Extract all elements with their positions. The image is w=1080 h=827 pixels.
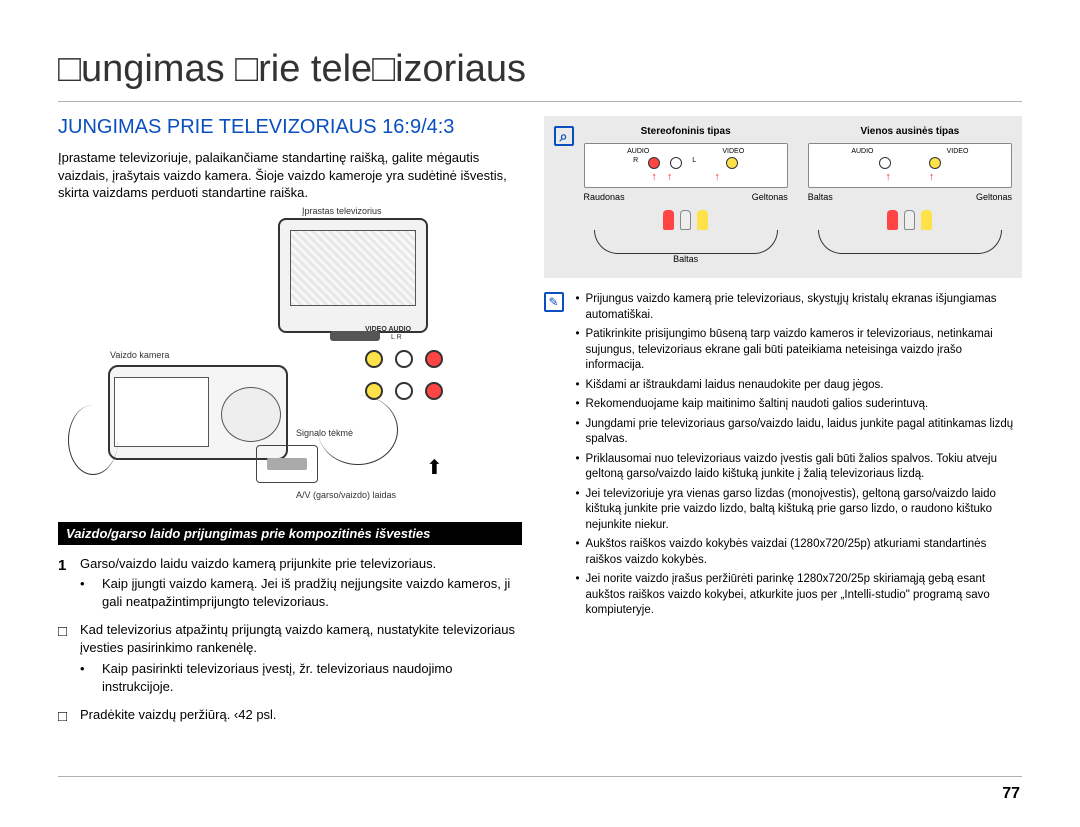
- stereo-plugs: [584, 210, 788, 230]
- step-2-text: Kad televizorius atpažintų prijungtą vai…: [80, 621, 522, 657]
- mono-audio-label: AUDIO: [851, 148, 873, 155]
- mono-jack-audio: [879, 157, 891, 169]
- note-item: Priklausomai nuo televizoriaus vaizdo įv…: [576, 452, 1022, 483]
- mono-ports: AUDIO VIDEO ↑↑: [808, 143, 1012, 188]
- note-item: Prijungus vaizdo kamerą prie televizoria…: [576, 292, 1022, 323]
- connection-type-panel: ⌕ Stereofoninis tipas AUDIO VIDEO R: [544, 116, 1022, 278]
- stereo-jack-r: [648, 157, 660, 169]
- left-column: JUNGIMAS PRIE TELEVIZORIAUS 16:9/4:3 Įpr…: [58, 116, 522, 737]
- stereo-title: Stereofoninis tipas: [584, 126, 788, 137]
- mono-jack-video: [929, 157, 941, 169]
- step-1-text: Garso/vaizdo laidu vaizdo kamerą prijunk…: [80, 555, 522, 573]
- plug-white: [395, 382, 413, 400]
- mono-video-label: VIDEO: [947, 148, 969, 155]
- magnifier-icon: ⌕: [554, 126, 574, 146]
- footer-rule: [58, 776, 1022, 777]
- camcorder-label: Vaizdo kamera: [110, 350, 169, 360]
- subsection-bar: Vaizdo/garso laido prijungimas prie komp…: [58, 522, 522, 545]
- plug-row: [363, 382, 445, 400]
- note-item: Rekomenduojame kaip maitinimo šaltinį na…: [576, 397, 1022, 413]
- jack-audio-red: [425, 350, 443, 368]
- tv-graphic: [278, 218, 428, 333]
- note-item: Jungdami prie televizoriaus garso/vaizdo…: [576, 417, 1022, 448]
- intro-text: Įprastame televizoriuje, palaikančiame s…: [58, 149, 522, 202]
- mono-type: Vienos ausinės tipas AUDIO VIDEO: [808, 126, 1012, 264]
- cable-label: A/V (garso/vaizdo) laidas: [296, 490, 396, 500]
- r-label: R: [633, 157, 638, 169]
- stereo-raudonas: Raudonas: [584, 192, 625, 202]
- plug-red: [425, 382, 443, 400]
- note-item: Jei norite vaizdo įrašus peržiūrėti pari…: [576, 572, 1022, 619]
- stereo-jack-video: [726, 157, 738, 169]
- av-cable-arc: [318, 395, 398, 465]
- stereo-ports: AUDIO VIDEO R L ↑↑↑: [584, 143, 788, 188]
- step-2-bullet: •: [80, 660, 102, 696]
- port-header: VIDEO AUDIO: [365, 326, 411, 333]
- jack-audio-white: [395, 350, 413, 368]
- jack-video-yellow: [365, 350, 383, 368]
- connection-diagram: Įprastas televizorius Vaizdo kamera VIDE…: [58, 210, 522, 510]
- note-list: Prijungus vaizdo kamerą prie televizoria…: [576, 292, 1022, 623]
- stereo-video-label: VIDEO: [722, 148, 744, 155]
- step-2-num: □: [58, 621, 80, 696]
- step-3-num: □: [58, 706, 80, 727]
- step-2b-text: Kaip pasirinkti televizoriaus įvestį, žr…: [102, 660, 522, 696]
- step-1b-text: Kaip įjungti vaizdo kamerą. Jei iš pradž…: [102, 575, 522, 611]
- step-1-num: 1: [58, 555, 80, 612]
- page-number: 77: [1002, 785, 1020, 803]
- step-1-bullet: •: [80, 575, 102, 611]
- stereo-type: Stereofoninis tipas AUDIO VIDEO R L: [584, 126, 788, 264]
- note-item: Aukštos raiškos vaizdo kokybės vaizdai (…: [576, 537, 1022, 568]
- step-list: 1 Garso/vaizdo laidu vaizdo kamerą priju…: [58, 555, 522, 727]
- note-icon: ✎: [544, 292, 564, 312]
- notes-block: ✎ Prijungus vaizdo kamerą prie televizor…: [544, 292, 1022, 623]
- av-connector: [256, 445, 318, 483]
- stereo-baltas: Baltas: [584, 254, 788, 264]
- stereo-audio-label: AUDIO: [627, 148, 649, 155]
- power-cable: [68, 405, 118, 475]
- stereo-geltonas: Geltonas: [752, 192, 788, 202]
- note-item: Patikrinkite prisijungimo būseną tarp va…: [576, 327, 1022, 374]
- mono-baltas: Baltas: [808, 192, 833, 202]
- mono-geltonas: Geltonas: [976, 192, 1012, 202]
- tv-label: Įprastas televizorius: [302, 206, 382, 216]
- step-3-text: Pradėkite vaizdų peržiūrą. ‹42 psl.: [80, 706, 522, 727]
- mono-title: Vienos ausinės tipas: [808, 126, 1012, 137]
- l-label: L: [692, 157, 696, 169]
- note-item: Jei televizoriuje yra vienas garso lizda…: [576, 487, 1022, 534]
- jack-row: [363, 350, 445, 368]
- page-title: □ungimas □rie tele□izoriaus: [58, 48, 1022, 102]
- stereo-jack-l: [670, 157, 682, 169]
- mono-plugs: [808, 210, 1012, 230]
- port-sub: L R: [391, 334, 402, 341]
- note-item: Kišdami ar ištraukdami laidus nenaudokit…: [576, 378, 1022, 394]
- arrow-icon: ⬆: [426, 455, 443, 480]
- section-heading: JUNGIMAS PRIE TELEVIZORIAUS 16:9/4:3: [58, 116, 522, 139]
- right-column: ⌕ Stereofoninis tipas AUDIO VIDEO R: [544, 116, 1022, 737]
